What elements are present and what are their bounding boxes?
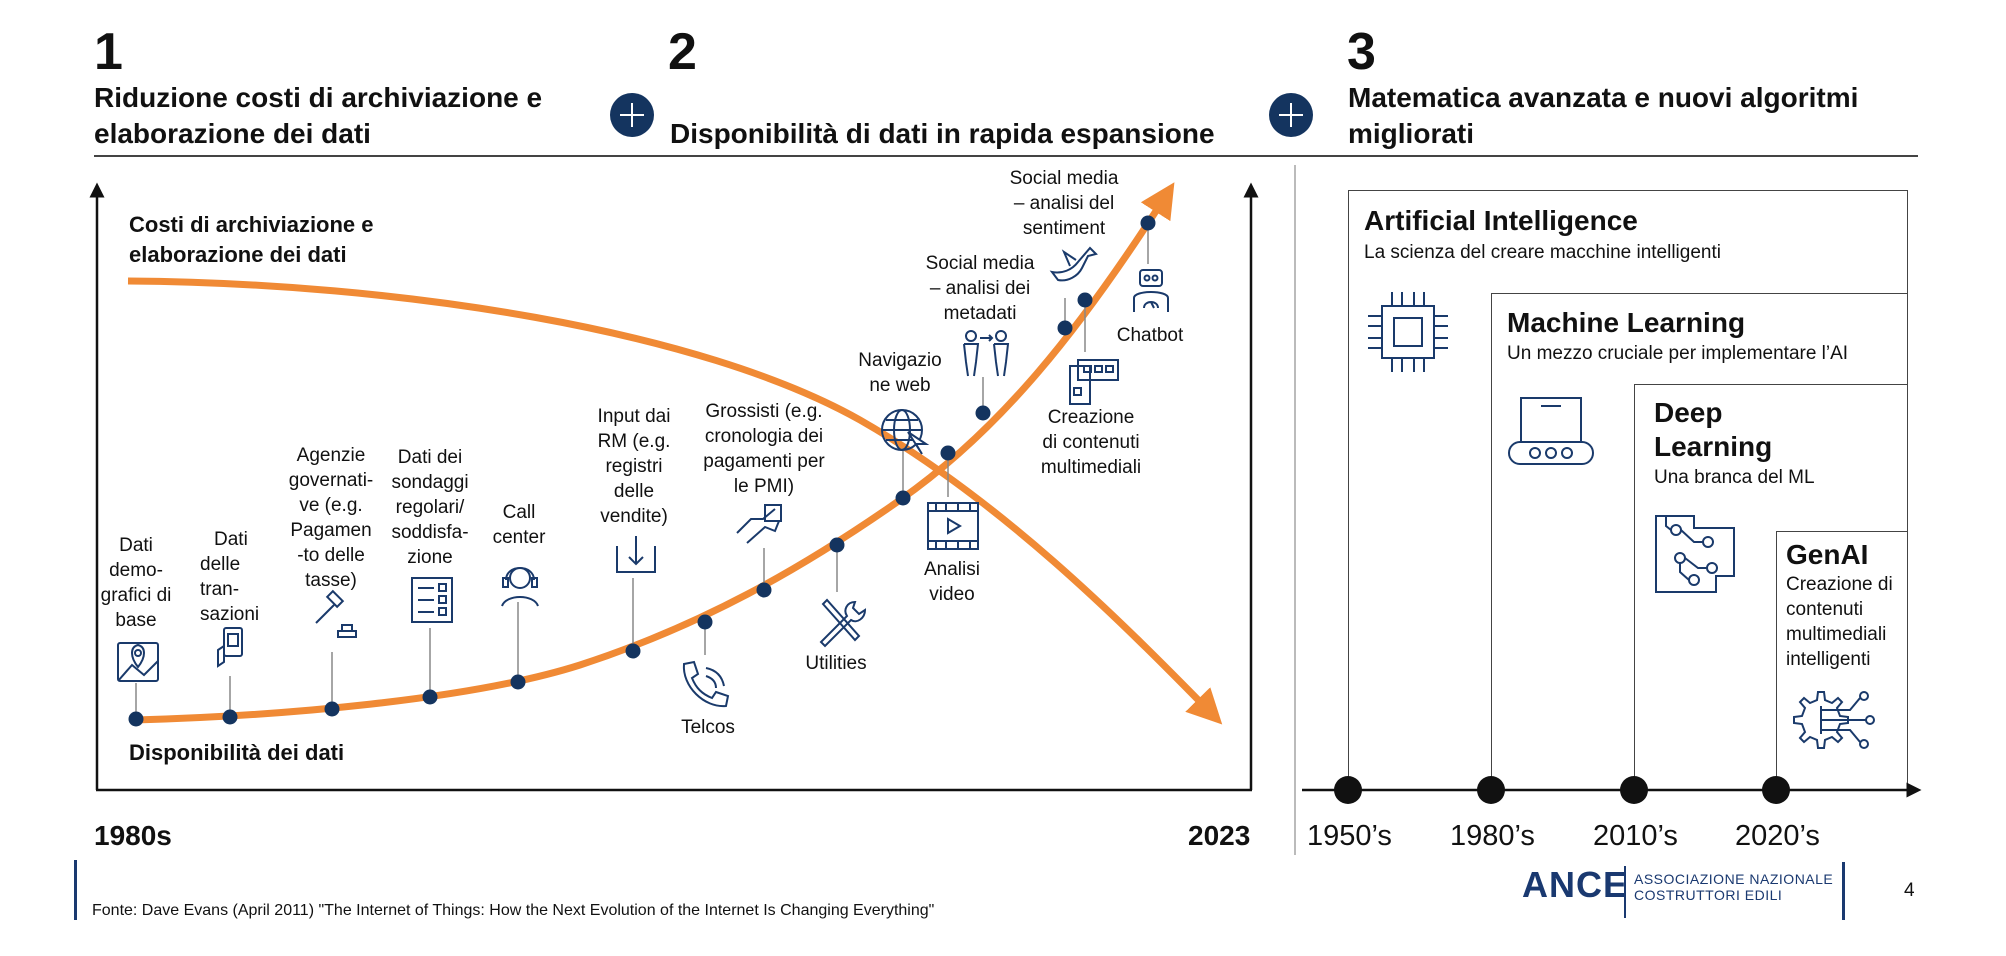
section-3-title: Matematica avanzata e nuovi algoritmi mi… bbox=[1348, 80, 1908, 152]
people-icon bbox=[963, 330, 1010, 377]
milestone-icons bbox=[117, 246, 1169, 708]
point-sondaggi bbox=[422, 689, 438, 705]
section-3-number: 3 bbox=[1347, 23, 1376, 81]
bird-icon bbox=[1049, 246, 1098, 282]
section-3-title-line1: Matematica avanzata e nuovi algoritmi bbox=[1348, 82, 1859, 113]
plus-icon bbox=[610, 93, 654, 137]
payment-icon bbox=[217, 627, 243, 668]
timeline-dot-1950s bbox=[1334, 776, 1362, 804]
tools-icon bbox=[819, 598, 867, 648]
point-dati-transazioni bbox=[222, 709, 238, 725]
cost-curve bbox=[127, 277, 1223, 725]
label-chatbot: Chatbot bbox=[1116, 325, 1184, 346]
plus-icon bbox=[1269, 93, 1313, 137]
machine-icon bbox=[1508, 397, 1594, 465]
data-growth-chart bbox=[89, 182, 1259, 792]
label-creazione-contenuti: Creazione di contenuti multimediali bbox=[1040, 407, 1142, 478]
circuit-icon bbox=[1655, 515, 1735, 593]
label-sondaggi: Dati dei sondaggi regolari/soddisfa-zione bbox=[391, 447, 469, 568]
download-icon bbox=[616, 536, 656, 573]
footer-accent-bar bbox=[74, 860, 77, 920]
point-input-rm bbox=[625, 643, 641, 659]
logo-divider bbox=[1624, 866, 1626, 918]
footer-right-bar bbox=[1842, 862, 1845, 920]
point-dati-demografici bbox=[128, 711, 144, 727]
cost-curve-label: Costi di archiviazione e elaborazione de… bbox=[129, 212, 374, 267]
label-grossisti: Grossisti (e.g. cronologia dei pagamenti p… bbox=[703, 401, 825, 497]
label-telcos: Telcos bbox=[681, 717, 735, 738]
decade-1950s: 1950’s bbox=[1307, 820, 1392, 852]
phone-icon bbox=[682, 660, 730, 708]
timeline-dot-2010s bbox=[1620, 776, 1648, 804]
point-grossisti bbox=[756, 582, 772, 598]
video-icon bbox=[927, 502, 979, 550]
label-utilities: Utilities bbox=[805, 653, 867, 674]
point-utilities bbox=[829, 537, 845, 553]
point-social-sentiment bbox=[1077, 292, 1093, 308]
column-divider bbox=[1294, 165, 1296, 855]
timeline-dot-1980s bbox=[1477, 776, 1505, 804]
header-rule bbox=[94, 155, 1918, 157]
globe-icon bbox=[881, 409, 930, 455]
ai-timeline bbox=[1302, 292, 1922, 804]
chip-icon bbox=[1368, 292, 1448, 372]
point-social-metadati bbox=[975, 405, 991, 421]
robot-icon bbox=[1133, 269, 1169, 312]
genai-title: GenAI bbox=[1786, 539, 1869, 570]
ance-logo: ANCE bbox=[1522, 864, 1629, 905]
ml-title: Machine Learning bbox=[1507, 307, 1746, 338]
gavel-icon bbox=[315, 589, 357, 638]
label-dati-transazioni: Dati delle tran-sazioni bbox=[200, 529, 260, 625]
ml-subtitle: Un mezzo cruciale per implementare l’AI bbox=[1507, 343, 1849, 364]
headset-icon bbox=[501, 567, 539, 607]
availability-curve bbox=[134, 182, 1175, 724]
availability-label: Disponibilità dei dati bbox=[129, 740, 345, 765]
map-pin-icon bbox=[117, 642, 159, 682]
handshake-icon bbox=[736, 504, 782, 544]
point-call-center bbox=[510, 674, 526, 690]
dl-subtitle: Una branca del ML bbox=[1654, 467, 1815, 488]
milestone-points bbox=[128, 215, 1156, 727]
source-note: Fonte: Dave Evans (April 2011) "The Inte… bbox=[92, 902, 935, 919]
point-navigazione-web bbox=[895, 490, 911, 506]
year-end: 2023 bbox=[1188, 820, 1251, 851]
survey-icon bbox=[411, 577, 453, 623]
label-analisi-video: Analisi video bbox=[924, 559, 980, 605]
media-icon bbox=[1069, 359, 1119, 405]
section-1-title: Riduzione costi di archiviazione e elabo… bbox=[94, 80, 614, 152]
section-1-title-line2: elaborazione dei dati bbox=[94, 118, 371, 149]
year-start: 1980s bbox=[94, 820, 172, 851]
label-dati-demografici: Dati demo-grafici di base bbox=[100, 535, 172, 631]
genai-subtitle: Creazione di contenuti multimediali intelli… bbox=[1786, 574, 1893, 670]
point-creazione-contenuti bbox=[1057, 320, 1073, 336]
label-call-center: Call center bbox=[492, 502, 546, 548]
decade-2020s: 2020’s bbox=[1735, 820, 1820, 852]
gear-network-icon bbox=[1793, 691, 1875, 749]
ai-subtitle: La scienza del creare macchine intellige… bbox=[1364, 242, 1721, 263]
point-analisi-video bbox=[940, 445, 956, 461]
label-social-sentiment: Social media – analisi del sentiment bbox=[1009, 168, 1119, 239]
timeline-dot-2020s bbox=[1762, 776, 1790, 804]
label-navigazione-web: Navigazio ne web bbox=[858, 350, 942, 396]
ance-logo-subtitle: ASSOCIAZIONE NAZIONALE COSTRUTTORI EDILI bbox=[1634, 871, 1834, 903]
decade-1980s: 1980’s bbox=[1450, 820, 1535, 852]
section-2-title: Disponibilità di dati in rapida espansio… bbox=[670, 118, 1215, 149]
ai-title: Artificial Intelligence bbox=[1364, 205, 1638, 236]
dl-title: Deep Learning bbox=[1654, 397, 1773, 462]
section-3-title-line2: migliorati bbox=[1348, 118, 1475, 149]
point-agenzie-governative bbox=[324, 701, 340, 717]
decade-2010s: 2010’s bbox=[1593, 820, 1678, 852]
label-social-metadati: Social media – analisi dei metadati bbox=[925, 253, 1035, 324]
section-1-number: 1 bbox=[94, 23, 123, 81]
section-1-title-line1: Riduzione costi di archiviazione e bbox=[94, 82, 543, 113]
leader-lines bbox=[135, 223, 1149, 719]
page-number: 4 bbox=[1904, 880, 1915, 901]
label-agenzie-governative: Agenzie governati-ve (e.g. Pagamen -to dell… bbox=[288, 445, 374, 591]
section-2-number: 2 bbox=[668, 23, 697, 81]
genai-box bbox=[1776, 531, 1908, 791]
label-input-rm: Input dai RM (e.g. registri delle vendite) bbox=[597, 406, 671, 527]
point-telcos bbox=[697, 614, 713, 630]
point-chatbot bbox=[1140, 215, 1156, 231]
